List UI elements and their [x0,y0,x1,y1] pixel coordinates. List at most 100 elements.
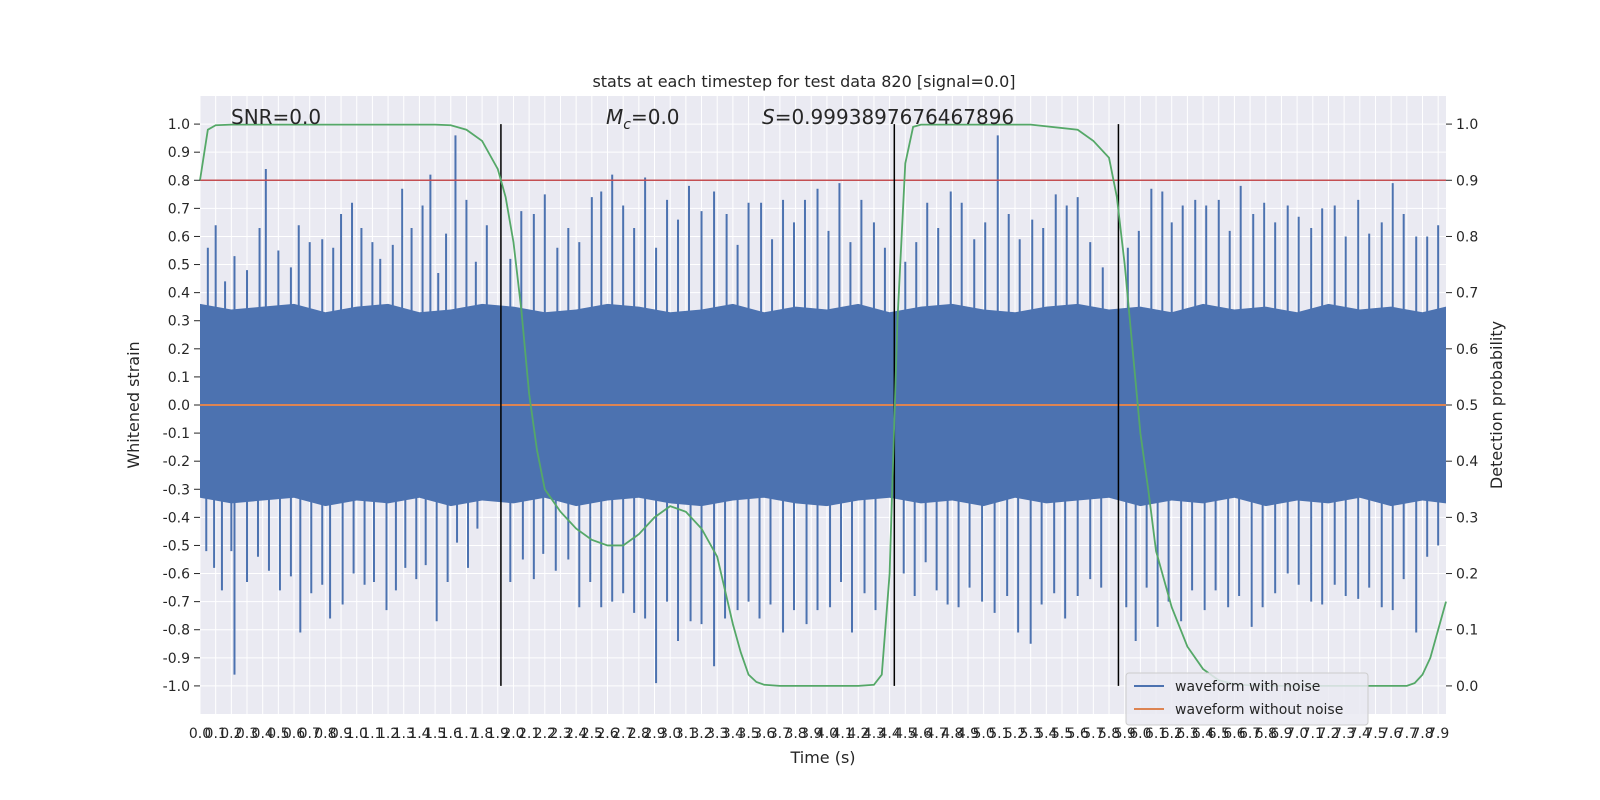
x-tick-label: 6.4 [1192,726,1214,742]
y-tick-label: 0.4 [168,286,190,302]
y-tick-label: -0.8 [163,623,190,639]
y2-tick-label: 0.8 [1456,229,1478,245]
legend-box [1125,672,1369,726]
x-tick-label: 3.2 [690,726,712,742]
x-tick-label: 1.8 [471,726,493,742]
x-tick-label: 7.8 [1411,726,1433,742]
x-tick-label: 5.0 [973,726,995,742]
x-tick-label: 7.2 [1317,726,1339,742]
y2-tick-label: 0.5 [1456,398,1478,414]
x-tick-label: 1.9 [487,726,509,742]
x-tick-label: 7.5 [1364,726,1386,742]
x-tick-label: 0.9 [330,726,352,742]
x-tick-label: 4.8 [941,726,963,742]
x-tick-label: 4.3 [863,726,885,742]
y2-tick-label: 0.4 [1456,454,1478,470]
x-tick-label: 1.6 [440,726,462,742]
x-tick-label: 1.3 [393,726,415,742]
y-axis-label: Whitened strain [124,341,143,468]
x-tick-label: 2.6 [596,726,618,742]
x-tick-label: 6.8 [1255,726,1277,742]
x-tick-label: 2.5 [581,726,603,742]
s-value: =0.9993897676467896 [775,105,1014,129]
y2-tick-labels: 1.0 0.9 0.8 0.7 0.6 0.5 0.4 0.3 0.2 0.1 0.0 [1446,117,1478,695]
x-tick-label: 7.9 [1427,726,1449,742]
y-tick-label: 0.8 [168,173,190,189]
y-tick-label: -0.2 [163,454,190,470]
x-tick-label: 3.7 [769,726,791,742]
x-tick-label: 6.6 [1223,726,1245,742]
x-tick-label: 1.5 [424,726,446,742]
x-tick-label: 7.4 [1349,726,1371,742]
x-tick-label: 1.2 [377,726,399,742]
x-tick-label: 2.8 [628,726,650,742]
x-tick-label: 4.9 [957,726,979,742]
y-tick-label: -0.5 [163,538,190,554]
legend-label-clean: waveform without noise [1175,702,1343,718]
y-tick-label: 0.9 [168,145,190,161]
x-tick-label: 2.1 [518,726,540,742]
x-tick-label: 2.7 [612,726,634,742]
x-tick-label: 3.6 [753,726,775,742]
x-tick-label: 0.6 [283,726,305,742]
y-tick-label: -0.1 [163,426,190,442]
x-tick-label: 0.0 [189,726,211,742]
x-tick-label: 0.3 [236,726,258,742]
x-tick-label: 6.0 [1129,726,1151,742]
x-tick-label: 0.8 [314,726,336,742]
mc-annotation: Mc=0.0 [606,105,680,133]
y2-tick-label: 0.3 [1456,510,1478,526]
x-tick-label: 5.2 [1004,726,1026,742]
y2-tick-label: 0.6 [1456,342,1478,358]
y-tick-label: -0.9 [163,651,190,667]
mc-subscript: c [623,117,631,133]
x-tick-label: 2.4 [565,726,587,742]
x-tick-label: 4.2 [847,726,869,742]
y-tick-label: 0.0 [168,398,190,414]
x-tick-label: 6.2 [1161,726,1183,742]
y-tick-label: 1.0 [168,117,190,133]
y-tick-label: 0.5 [168,258,190,274]
x-tick-label: 5.9 [1114,726,1136,742]
x-tick-label: 4.1 [831,726,853,742]
x-tick-label: 0.2 [220,726,242,742]
y-tick-label: -0.4 [163,510,190,526]
x-tick-label: 7.0 [1286,726,1308,742]
snr-annotation: SNR=0.0 [231,105,321,129]
y-tick-label: 0.1 [168,370,190,386]
x-tick-label: 0.5 [267,726,289,742]
y-tick-label: 0.3 [168,314,190,330]
chart-title: stats at each timestep for test data 820… [592,72,1015,91]
x-tick-label: 1.4 [408,726,430,742]
legend: waveform with noise waveform without noi… [1125,672,1369,726]
x-tick-label: 2.2 [534,726,556,742]
y-tick-label: -0.6 [163,567,190,583]
y2-axis-label: Detection probability [1487,321,1506,489]
x-tick-label: 4.7 [925,726,947,742]
y2-tick-label: 0.0 [1456,679,1478,695]
x-tick-label: 5.1 [988,726,1010,742]
x-tick-label: 3.5 [737,726,759,742]
x-tick-label: 3.8 [784,726,806,742]
y-tick-label: -1.0 [163,679,190,695]
x-tick-label: 5.8 [1098,726,1120,742]
x-tick-label: 1.7 [455,726,477,742]
x-tick-label: 6.1 [1145,726,1167,742]
x-tick-label: 7.1 [1302,726,1324,742]
x-tick-label: 0.4 [252,726,274,742]
x-tick-label: 5.3 [1020,726,1042,742]
s-annotation: S=0.9993897676467896 [762,105,1014,129]
y-tick-label: 0.6 [168,229,190,245]
x-tick-label: 4.5 [894,726,916,742]
x-tick-label: 3.9 [800,726,822,742]
series-lines [199,123,1447,687]
x-tick-label: 2.3 [549,726,571,742]
y-tick-label: -0.3 [163,482,190,498]
x-tick-label: 1.1 [361,726,383,742]
x-axis-label: Time (s) [789,748,855,767]
y-tick-label: 0.7 [168,201,190,217]
y-tick-label: 0.2 [168,342,190,358]
x-tick-label: 5.5 [1051,726,1073,742]
x-tick-label: 6.5 [1208,726,1230,742]
